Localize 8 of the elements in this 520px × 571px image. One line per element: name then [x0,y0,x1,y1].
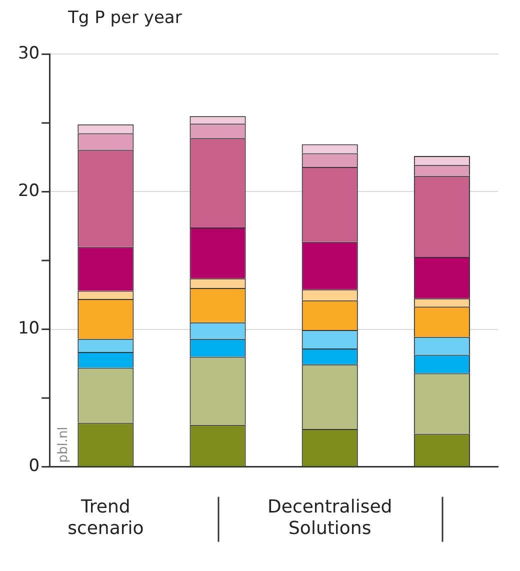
y-tick-label: 30 [18,44,40,64]
y-axis-title: Tg P per year [68,8,183,30]
y-tick-label: 10 [18,318,40,339]
x-tick-label: Decentralised Solutions [268,496,392,539]
annotation: pbl.nl [56,426,72,463]
x-tick-label: Trend scenario [68,496,144,539]
y-tick-label: 20 [18,181,40,202]
y-tick-label: 0 [28,456,40,476]
